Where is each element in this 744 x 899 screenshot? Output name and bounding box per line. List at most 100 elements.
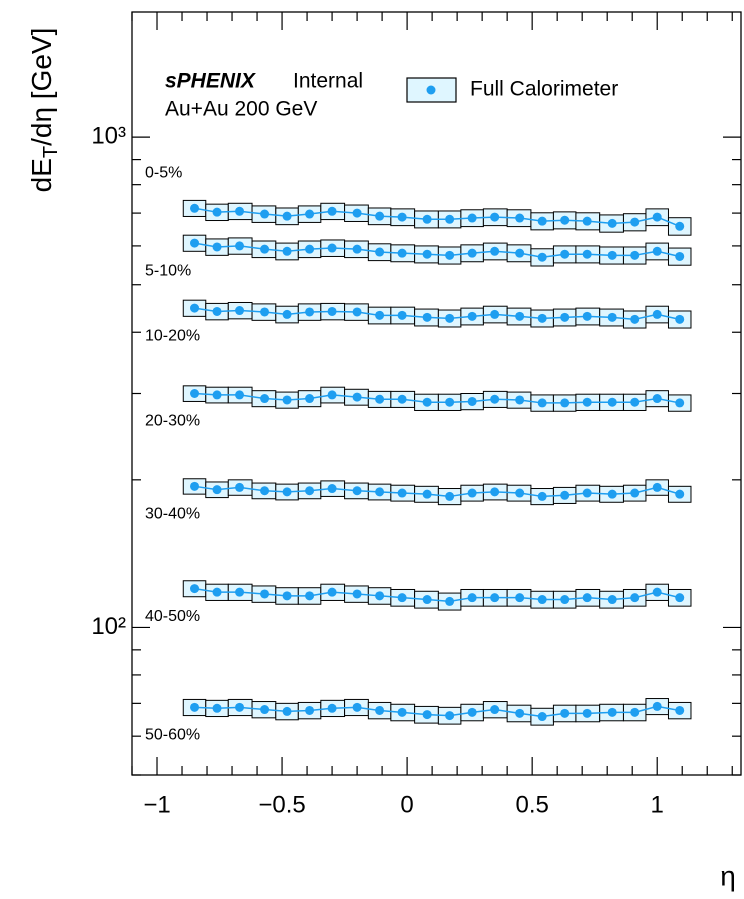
- data-point: [467, 593, 477, 603]
- data-point: [375, 487, 385, 497]
- data-point: [675, 314, 685, 324]
- x-tick-label: −1: [143, 791, 170, 818]
- data-point: [445, 214, 455, 224]
- data-point: [375, 310, 385, 320]
- y-label-part: /dη [GeV]: [26, 28, 57, 146]
- data-point: [560, 708, 570, 718]
- data-point: [560, 398, 570, 408]
- data-point: [235, 702, 245, 712]
- data-point: [422, 214, 432, 224]
- data-point: [352, 589, 362, 599]
- data-point: [260, 307, 270, 317]
- centrality-label: 10-20%: [145, 327, 200, 344]
- data-point: [537, 398, 547, 408]
- data-point: [515, 708, 525, 718]
- data-point: [422, 249, 432, 259]
- data-point: [327, 206, 337, 216]
- data-point: [490, 309, 500, 319]
- data-point: [607, 312, 617, 322]
- data-point: [235, 390, 245, 400]
- data-point: [375, 394, 385, 404]
- data-point: [190, 238, 200, 248]
- y-axis-label: dET/dη [GeV]: [26, 28, 62, 193]
- data-point: [190, 584, 200, 594]
- series-line: [194, 207, 681, 227]
- data-point: [190, 203, 200, 213]
- data-point: [467, 707, 477, 717]
- data-point: [305, 394, 315, 404]
- y-label-part: dE: [26, 158, 57, 192]
- data-point: [305, 209, 315, 219]
- data-point: [675, 705, 685, 715]
- data-point: [630, 314, 640, 324]
- centrality-label: 5-10%: [145, 262, 191, 279]
- data-point: [260, 209, 270, 219]
- data-point: [327, 587, 337, 597]
- data-point: [235, 241, 245, 251]
- data-point: [305, 307, 315, 317]
- data-point: [490, 246, 500, 256]
- data-point: [352, 392, 362, 402]
- series-line: [194, 242, 680, 258]
- data-point: [560, 215, 570, 225]
- data-point: [282, 487, 292, 497]
- x-tick-label: 0.5: [515, 791, 548, 818]
- data-point: [582, 216, 592, 226]
- data-point: [305, 705, 315, 715]
- data-point: [212, 390, 222, 400]
- data-point: [630, 707, 640, 717]
- data-point: [445, 711, 455, 721]
- data-point: [397, 394, 407, 404]
- x-tick-label: −0.5: [258, 791, 305, 818]
- x-axis-label: η: [720, 860, 736, 891]
- data-point: [327, 703, 337, 713]
- data-point: [375, 591, 385, 601]
- data-point: [327, 243, 337, 253]
- series: [182, 199, 692, 236]
- data-point: [537, 313, 547, 323]
- data-point: [235, 206, 245, 216]
- series-line: [194, 587, 680, 603]
- data-point: [445, 397, 455, 407]
- data-point: [327, 484, 337, 494]
- data-point: [490, 705, 500, 715]
- data-point: [397, 212, 407, 222]
- data-point: [630, 250, 640, 260]
- data-point: [582, 708, 592, 718]
- data-point: [582, 397, 592, 407]
- data-point: [537, 491, 547, 501]
- data-point: [607, 218, 617, 228]
- data-point: [515, 311, 525, 321]
- data-point: [515, 488, 525, 498]
- data-point: [212, 242, 222, 252]
- data-point: [422, 489, 432, 499]
- data-point: [652, 212, 662, 222]
- data-point: [537, 712, 547, 722]
- data-point: [212, 207, 222, 217]
- data-point: [652, 394, 662, 404]
- data-point: [327, 390, 337, 400]
- data-point: [652, 309, 662, 319]
- series: [182, 698, 692, 726]
- data-point: [190, 303, 200, 313]
- data-point: [190, 481, 200, 491]
- data-point: [397, 593, 407, 603]
- data-point: [467, 488, 477, 498]
- data-point: [282, 246, 292, 256]
- data-point: [445, 491, 455, 501]
- x-tick-label: 0: [400, 791, 413, 818]
- data-point: [607, 707, 617, 717]
- data-point: [212, 587, 222, 597]
- data-point: [675, 593, 685, 603]
- data-point: [352, 486, 362, 496]
- data-point: [397, 310, 407, 320]
- legend-marker: [426, 85, 436, 95]
- data-point: [260, 705, 270, 715]
- data-point: [652, 246, 662, 256]
- y-tick-label: 10²: [91, 613, 126, 640]
- data-point: [515, 248, 525, 258]
- data-point: [212, 306, 222, 316]
- data-point: [352, 244, 362, 254]
- legend: Full Calorimeter: [406, 77, 618, 103]
- centrality-label: 40-50%: [145, 608, 200, 625]
